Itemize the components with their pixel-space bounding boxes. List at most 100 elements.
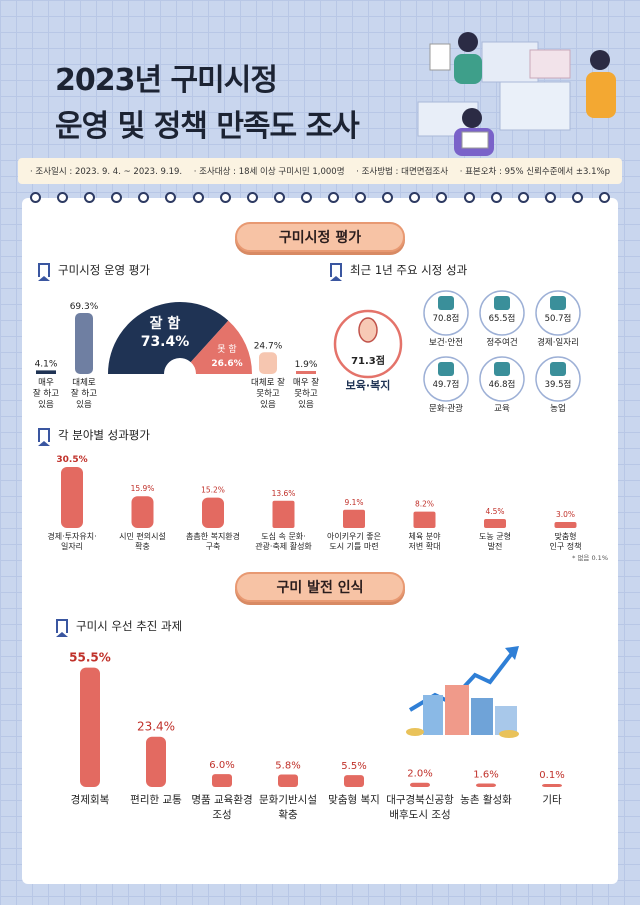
data-label: 13.6% — [272, 489, 296, 498]
data-label: 5.5% — [341, 761, 366, 772]
achievement-circle — [535, 356, 581, 402]
category-label: 편리한 교통 — [130, 793, 182, 806]
field-eval-label: 각 분야별 성과평가 — [58, 428, 150, 442]
bad-label: 못 함 — [217, 344, 236, 355]
binder-rings — [30, 192, 610, 203]
survey-period: · 조사일시 : 2023. 9. 4. ~ 2023. 9.19. — [30, 167, 183, 177]
binder-ring — [328, 192, 340, 203]
achievements-title: 최근 1년 주요 시정 성과 — [330, 262, 467, 281]
operation-eval-label: 구미시정 운영 평가 — [58, 263, 150, 277]
bar — [554, 522, 577, 528]
data-label: 9.1% — [344, 498, 363, 507]
binder-ring — [165, 192, 177, 203]
binder-ring — [84, 192, 96, 203]
category-label: 시민 편의시설 — [119, 531, 166, 541]
binder-ring — [246, 192, 258, 203]
achievement-label: 보건·안전 — [429, 337, 463, 348]
bar — [272, 500, 295, 528]
page-title: 2023년 구미시정 운영 및 정책 만족도 조사 — [55, 58, 360, 150]
bar — [542, 784, 562, 787]
binder-ring — [463, 192, 475, 203]
title-line-2: 운영 및 정책 만족도 조사 — [55, 109, 360, 144]
achievement-label: 경제·일자리 — [537, 337, 579, 348]
bar — [343, 509, 365, 528]
data-label: 6.0% — [209, 760, 234, 771]
category-label: 대구경북신공항 — [386, 793, 454, 806]
operation-eval-title: 구미시정 운영 평가 — [38, 262, 150, 281]
priority-title: 구미시 우선 추진 과제 — [56, 618, 183, 637]
data-label: 15.2% — [201, 486, 225, 495]
binder-ring — [111, 192, 123, 203]
category-label: 맞춤형 — [554, 531, 576, 541]
category-label: 매우 — [38, 378, 54, 388]
category-label: 도농 균형 — [479, 532, 511, 541]
achievement-label: 농업 — [550, 404, 566, 414]
binder-ring — [57, 192, 69, 203]
category-label: 조성 — [212, 809, 231, 821]
category-label: 있음 — [260, 399, 276, 410]
footnote: * 없음 0.1% — [572, 554, 608, 562]
survey-target: · 조사대상 : 18세 이상 구미시민 1,000명 — [193, 167, 345, 177]
data-label: 24.7% — [254, 341, 283, 351]
category-label: 명품 교육환경 — [191, 793, 252, 806]
data-label: 2.0% — [407, 769, 432, 780]
data-label: 8.2% — [415, 500, 434, 509]
good-label: 잘 함 — [150, 315, 181, 332]
data-label: 4.1% — [35, 359, 58, 369]
binder-ring — [30, 192, 41, 203]
binder-ring — [436, 192, 448, 203]
culture-icon — [438, 362, 454, 376]
achievement-value: 49.7점 — [433, 379, 460, 390]
bar — [36, 370, 56, 374]
achievement-value: 39.5점 — [545, 379, 572, 390]
category-label: 못하고 — [294, 388, 318, 399]
category-label: 매우 잘 — [293, 377, 319, 388]
bar — [259, 352, 277, 374]
main-achievement-circle — [333, 309, 403, 379]
achievement-circle — [479, 290, 525, 336]
title-line-1: 2023년 구미시정 — [55, 63, 278, 98]
data-label: 15.9% — [131, 484, 155, 493]
building-icon — [494, 296, 510, 310]
good-value: 73.4% — [141, 334, 190, 350]
data-label: 1.9% — [295, 360, 318, 370]
achievement-label: 정주여건 — [486, 337, 517, 348]
bad-value: 26.6% — [211, 359, 242, 369]
bookmark-icon — [330, 263, 342, 281]
binder-ring — [273, 192, 285, 203]
category-label: 확충 — [278, 808, 298, 821]
binder-ring — [300, 192, 312, 203]
category-label: 체육 분야 — [409, 531, 442, 541]
bookmark-icon — [38, 428, 50, 446]
bookmark-icon — [56, 619, 68, 637]
category-label: 농촌 활성화 — [460, 793, 512, 806]
bar — [484, 519, 506, 528]
category-label: 인구 정책 — [550, 541, 582, 551]
survey-error: · 표본오차 : 95% 신뢰수준에서 ±3.1%p — [459, 167, 610, 177]
section-heading-1: 구미시정 평가 — [235, 222, 405, 252]
category-label: 촘촘한 복지환경 — [186, 531, 240, 541]
binder-ring — [490, 192, 502, 203]
bar — [61, 467, 83, 528]
book-icon — [494, 362, 510, 376]
data-label: 30.5% — [56, 455, 87, 465]
priority-label: 구미시 우선 추진 과제 — [76, 619, 183, 633]
category-label: 아이키우기 좋은 — [327, 531, 381, 541]
worker-icon — [550, 296, 566, 310]
category-label: 일자리 — [61, 542, 83, 551]
category-label: 도시 기틀 마련 — [329, 541, 378, 551]
survey-method: · 조사방법 : 대면면접조사 — [356, 167, 449, 177]
category-label: 맞춤형 복지 — [328, 794, 380, 806]
category-label: 있음 — [298, 399, 314, 410]
bar — [202, 497, 224, 528]
data-label: 23.4% — [137, 720, 175, 734]
achievement-label: 문화·관광 — [429, 403, 463, 414]
bar — [75, 313, 93, 374]
category-label: 못하고 — [256, 388, 280, 399]
binder-ring — [517, 192, 529, 203]
bar — [413, 511, 436, 528]
binder-ring — [598, 192, 610, 203]
achievement-value: 50.7점 — [545, 313, 572, 324]
binder-ring — [544, 192, 556, 203]
